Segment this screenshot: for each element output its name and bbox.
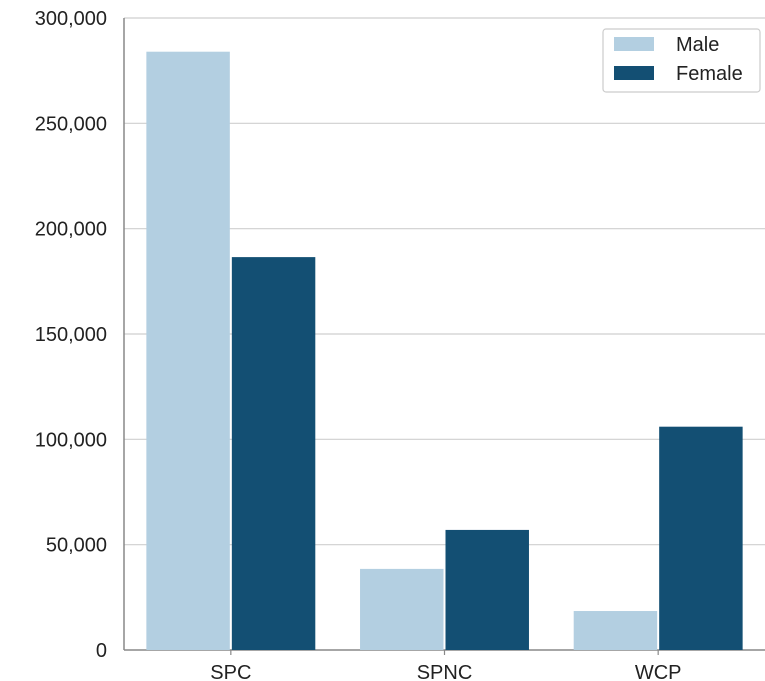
y-tick-label-1: 50,000 xyxy=(46,535,107,557)
y-tick-label-6: 300,000 xyxy=(35,8,107,30)
legend-label-male: Male xyxy=(676,34,719,56)
bar-female-wcp xyxy=(659,426,743,650)
x-tick-label-1: SPNC xyxy=(417,662,473,681)
legend-label-female: Female xyxy=(676,63,743,85)
bar-male-wcp xyxy=(573,611,658,650)
y-tick-label-0: 0 xyxy=(96,640,107,662)
tick-labels: 0 50,000 100,000 150,000 200,000 250,000 300,0… xyxy=(35,8,682,681)
bar-male-spc xyxy=(146,51,230,650)
bars xyxy=(146,51,743,650)
bar-female-spnc xyxy=(445,529,529,650)
x-tick-label-2: WCP xyxy=(635,662,682,681)
bar-male-spnc xyxy=(360,568,444,650)
bar-female-spc xyxy=(231,257,316,650)
legend: Male Female xyxy=(602,28,761,93)
y-tick-label-2: 100,000 xyxy=(35,429,107,451)
legend-swatch-male xyxy=(614,37,654,51)
grid-lines xyxy=(124,17,765,546)
legend-swatch-female xyxy=(614,66,654,80)
x-tick-label-0: SPC xyxy=(210,662,251,681)
y-tick-label-5: 250,000 xyxy=(35,113,107,135)
y-tick-label-4: 200,000 xyxy=(35,219,107,241)
axes xyxy=(123,18,765,655)
y-tick-label-3: 150,000 xyxy=(35,324,107,346)
